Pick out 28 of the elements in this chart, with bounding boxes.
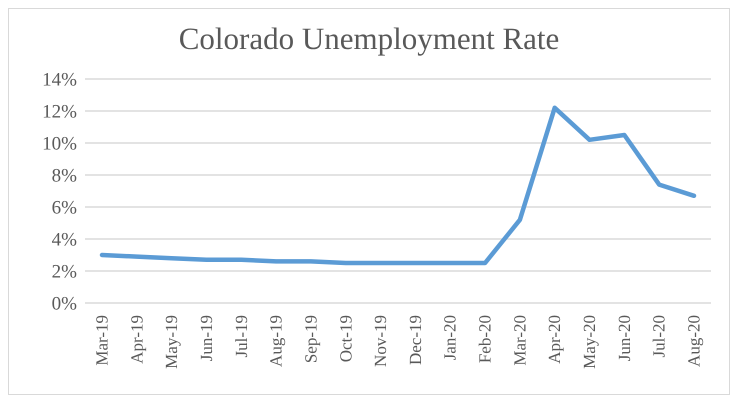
x-tick-label: Jan-20 xyxy=(440,315,460,360)
x-tick-label: Sep-19 xyxy=(301,315,320,364)
y-tick-label: 2% xyxy=(52,262,78,283)
x-tick-label: Feb-20 xyxy=(476,315,495,364)
y-tick-label: 10% xyxy=(42,134,78,155)
y-tick-label: 12% xyxy=(42,102,78,123)
x-tick-label: Nov-19 xyxy=(371,315,390,367)
x-tick-label: Jun-20 xyxy=(614,315,634,362)
line-series xyxy=(100,106,696,266)
x-tick-label: Jul-20 xyxy=(650,315,669,358)
y-tick-label: 6% xyxy=(52,198,78,219)
y-tick-label: 8% xyxy=(52,166,78,187)
x-tick-label: May-19 xyxy=(162,315,182,369)
x-tick-label: Mar-20 xyxy=(510,315,530,366)
y-tick-label: 14% xyxy=(42,70,78,91)
y-tick-label: 0% xyxy=(52,294,78,315)
chart-title: Colorado Unemployment Rate xyxy=(178,21,560,57)
x-tick-label: Apr-20 xyxy=(545,315,564,364)
y-tick-label: 4% xyxy=(52,230,78,251)
x-tick-label: Aug-19 xyxy=(266,315,286,367)
x-tick-label: Oct-19 xyxy=(336,315,356,362)
x-tick-label: May-20 xyxy=(580,315,600,369)
x-tick-label: Aug-20 xyxy=(684,315,704,367)
x-tick-label: Apr-19 xyxy=(127,315,146,364)
x-tick-label: Mar-19 xyxy=(92,315,112,366)
x-tick-label: Jun-19 xyxy=(196,315,216,362)
x-tick-label: Dec-19 xyxy=(406,315,425,366)
x-tick-label: Jul-19 xyxy=(232,315,251,358)
